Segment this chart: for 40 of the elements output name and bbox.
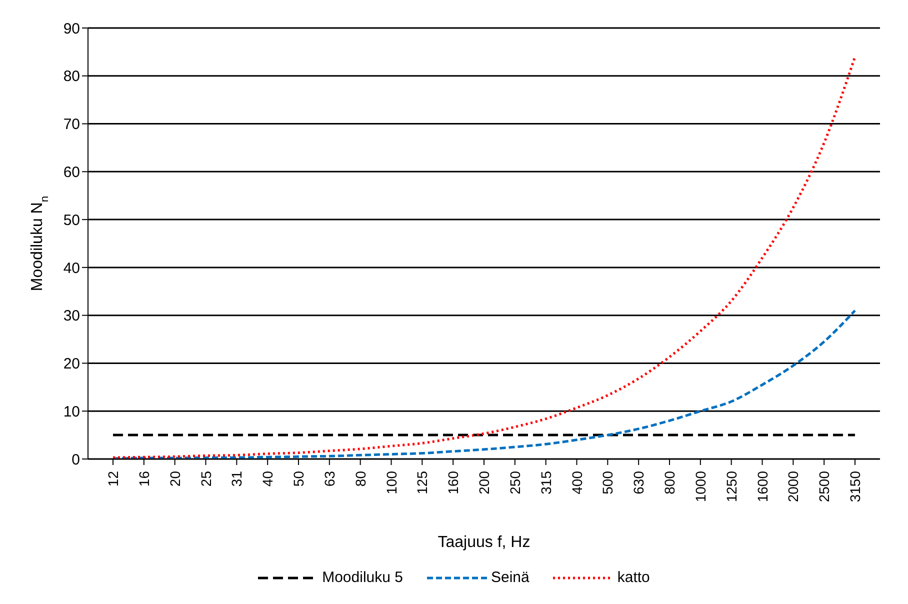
legend-label: Moodiluku 5 [322, 569, 403, 586]
x-tick-label: 400 [568, 470, 585, 494]
y-tick-label: 80 [63, 68, 80, 86]
x-tick-label: 20 [166, 470, 183, 487]
x-tick-label: 25 [198, 470, 214, 487]
x-tick-label: 2000 [785, 470, 802, 502]
x-tick-label: 500 [600, 470, 616, 494]
x-tick-label: 800 [662, 470, 678, 494]
x-tick-label: 1250 [723, 470, 740, 502]
y-tick-label: 50 [63, 212, 80, 229]
x-axis-title: Taajuus f, Hz [438, 534, 530, 551]
x-tick-label: 250 [506, 470, 523, 494]
y-tick-label: 60 [63, 164, 80, 181]
x-tick-label: 63 [321, 470, 338, 487]
x-tick-label: 40 [260, 470, 276, 487]
line-series [112, 55, 856, 459]
x-tick-label: 16 [136, 470, 152, 487]
x-tick-label: 12 [105, 470, 121, 487]
x-tick-label: 315 [538, 470, 554, 494]
x-tick-label: 2500 [816, 470, 832, 502]
x-tick-label: 1600 [754, 470, 770, 502]
y-tick-label: 70 [63, 116, 80, 134]
y-tick-label: 90 [63, 20, 80, 38]
x-tick-label: 80 [352, 470, 368, 487]
legend-label: katto [617, 569, 650, 586]
x-tick-label: 125 [414, 470, 430, 494]
y-tick-label: 40 [63, 260, 80, 277]
x-tick-label: 50 [290, 470, 306, 487]
legend-label: Seinä [490, 569, 530, 586]
y-tick-label: 0 [72, 451, 80, 468]
x-tick-label: 160 [445, 470, 462, 494]
x-tick-label: 100 [383, 470, 400, 494]
x-tick-label: 3150 [847, 470, 863, 502]
x-tick-label: 200 [476, 470, 492, 494]
y-tick-label: 10 [63, 403, 80, 420]
y-tick-label: 30 [63, 308, 80, 325]
x-tick-label: 31 [228, 470, 245, 487]
x-tick-label: 630 [630, 470, 647, 494]
x-tick-label: 1000 [692, 470, 708, 502]
y-tick-label: 20 [63, 356, 80, 373]
